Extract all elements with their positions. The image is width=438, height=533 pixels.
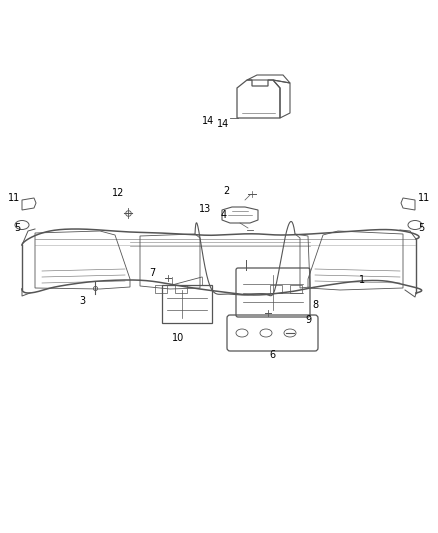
Text: 5: 5 bbox=[418, 223, 424, 233]
Bar bbox=[175, 285, 187, 293]
Text: 14: 14 bbox=[217, 119, 229, 129]
Bar bbox=[155, 285, 167, 293]
Text: 11: 11 bbox=[418, 193, 430, 203]
Text: 6: 6 bbox=[269, 350, 275, 360]
Text: 11: 11 bbox=[8, 193, 20, 203]
Text: 3: 3 bbox=[79, 296, 85, 306]
Text: 13: 13 bbox=[199, 204, 211, 214]
Text: 5: 5 bbox=[14, 223, 20, 233]
Bar bbox=[270, 285, 282, 293]
Text: 2: 2 bbox=[223, 186, 229, 196]
Text: 8: 8 bbox=[312, 300, 318, 310]
Text: 12: 12 bbox=[112, 188, 124, 198]
Text: 7: 7 bbox=[149, 268, 155, 278]
Text: 9: 9 bbox=[305, 315, 311, 325]
Text: 4: 4 bbox=[221, 210, 227, 220]
Bar bbox=[290, 285, 302, 293]
Text: 10: 10 bbox=[172, 333, 184, 343]
Text: 1: 1 bbox=[359, 275, 365, 285]
Text: 14: 14 bbox=[202, 116, 214, 126]
